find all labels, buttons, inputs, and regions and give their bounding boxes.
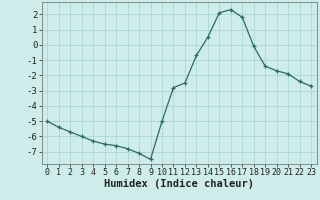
X-axis label: Humidex (Indice chaleur): Humidex (Indice chaleur)	[104, 179, 254, 189]
